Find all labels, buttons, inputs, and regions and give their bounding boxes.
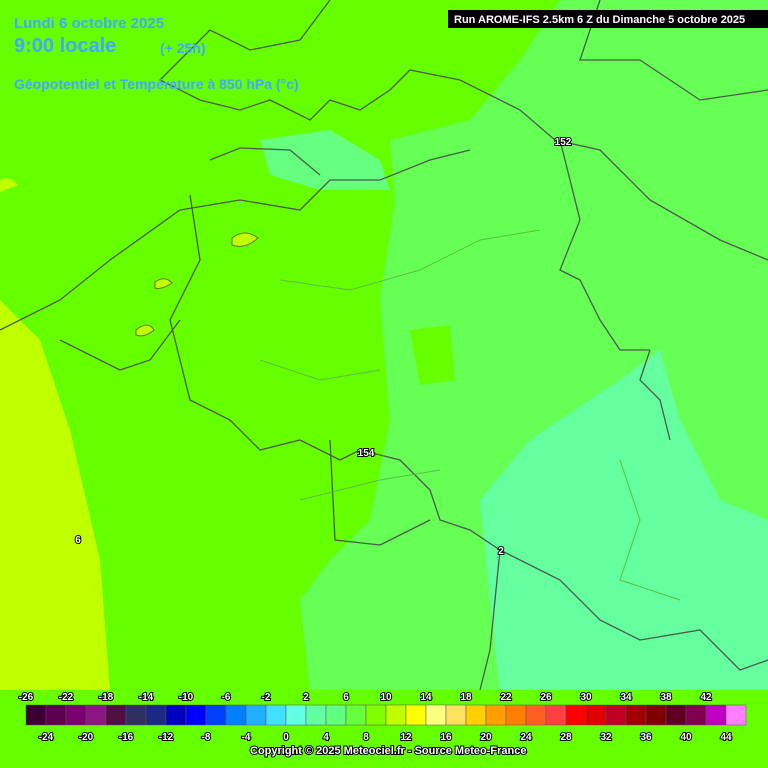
scale-label: 20 [480,732,492,743]
scale-label: 26 [540,692,552,703]
scale-swatch [725,704,747,726]
scale-swatch [45,704,67,726]
scale-label: -6 [222,692,231,703]
scale-label: 38 [660,692,672,703]
scale-label: 32 [600,732,612,743]
scale-swatch [405,704,427,726]
scale-swatch [565,704,587,726]
time: 9:00 locale [14,35,116,57]
scale-swatch [345,704,367,726]
scale-label: -2 [262,692,271,703]
warm-patch [0,178,18,192]
scale-label: -20 [79,732,94,743]
scale-label: 6 [343,692,349,703]
copyright: Copyright © 2025 Meteociel.fr - Source M… [250,745,526,757]
scale-label: 30 [580,692,592,703]
scale-swatch [145,704,167,726]
scale-swatch [605,704,627,726]
scale-label: 16 [440,732,452,743]
scale-swatch [465,704,487,726]
contour-label: 6 [75,535,81,546]
contour-label: 2 [498,546,504,557]
contour-label: 154 [358,448,375,459]
scale-label: 28 [560,732,572,743]
scale-swatch [285,704,307,726]
scale-swatch [525,704,547,726]
scale-swatch [165,704,187,726]
scale-label: -22 [59,692,74,703]
scale-swatch [125,704,147,726]
scale-label: 42 [700,692,712,703]
date: Lundi 6 octobre 2025 [14,15,164,32]
scale-label: 36 [640,732,652,743]
scale-swatch [265,704,287,726]
scale-label: 34 [620,692,632,703]
scale-label: -8 [202,732,211,743]
scale-swatch [205,704,227,726]
run-box [448,10,768,28]
scale-swatch [65,704,87,726]
warm-zone [0,300,110,690]
scale-swatch [25,704,47,726]
scale-label: -16 [119,732,134,743]
scale-swatch [505,704,527,726]
scale-label: 14 [420,692,432,703]
scale-label: 44 [720,732,732,743]
scale-swatch [545,704,567,726]
scale-swatch [645,704,667,726]
scale-label: 4 [323,732,329,743]
scale-label: 8 [363,732,369,743]
scale-swatch [625,704,647,726]
scale-label: 24 [520,732,532,743]
scale-swatch [485,704,507,726]
scale-swatch [385,704,407,726]
cool-zone [260,130,390,190]
scale-swatch [705,704,727,726]
contour-label: 152 [555,137,572,148]
scale-swatch [665,704,687,726]
scale-label: 40 [680,732,692,743]
warm-patch [410,325,455,385]
scale-swatch [85,704,107,726]
run-info: Run AROME-IFS 2.5km 6 Z du Dimanche 5 oc… [454,14,745,26]
scale-label: 22 [500,692,512,703]
scale-swatch [225,704,247,726]
scale-swatch [325,704,347,726]
scale-label: 10 [380,692,392,703]
scale-label: -12 [159,732,174,743]
scale-label: -10 [179,692,194,703]
scale-label: -14 [139,692,154,703]
scale-label: -26 [19,692,34,703]
scale-label: 0 [283,732,289,743]
scale-label: -24 [39,732,54,743]
warm-patch [135,232,259,337]
field-title: Géopotentiel et Température à 850 hPa (°… [14,76,299,92]
scale-label: 12 [400,732,412,743]
scale-swatch [445,704,467,726]
scale-label: 18 [460,692,472,703]
scale-swatch [245,704,267,726]
scale-swatch [365,704,387,726]
scale-swatch [185,704,207,726]
scale-swatch [105,704,127,726]
scale-swatch [585,704,607,726]
cold-zone [480,350,768,690]
scale-swatch [305,704,327,726]
scale-label: -4 [242,732,251,743]
scale-label: 2 [303,692,309,703]
scale-swatch [425,704,447,726]
scale-swatch [685,704,707,726]
scale-label: -18 [99,692,114,703]
lead-time: (+ 25h) [160,40,206,56]
